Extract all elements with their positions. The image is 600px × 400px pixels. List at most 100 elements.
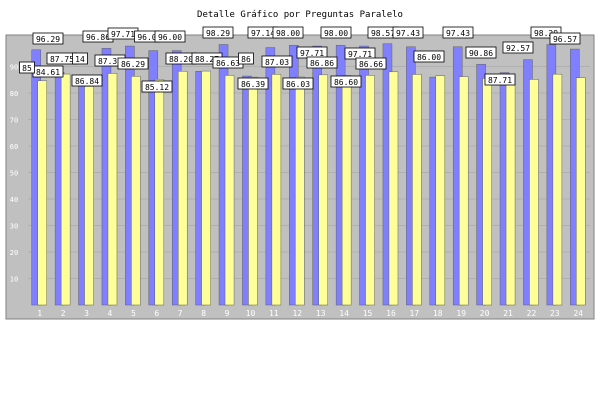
y-tick-label: 10 — [10, 276, 18, 284]
bar-series-2 — [60, 73, 71, 306]
bar-series-2 — [482, 78, 492, 306]
bar-series-2 — [318, 74, 328, 306]
x-tick-labels: 1 2 3 4 5 6 7 8 9 10 11 12 13 14 15 16 17 18 19 20 21 22 23 24 — [37, 309, 583, 318]
data-label: 90.86 — [469, 49, 493, 58]
x-tick-label: 17 — [410, 309, 420, 318]
x-tick-label: 19 — [456, 309, 466, 318]
bar-series-2 — [341, 75, 352, 306]
x-tick-label: 10 — [246, 309, 256, 318]
y-tick-label: 70 — [10, 117, 18, 125]
data-label-box — [465, 46, 497, 59]
data-label-box — [355, 57, 387, 70]
x-tick-label: 15 — [363, 309, 373, 318]
x-tick-label: 18 — [433, 309, 443, 318]
bar-series-2 — [271, 74, 282, 306]
data-label: 86.03 — [286, 80, 310, 89]
bar-series-2 — [295, 76, 305, 306]
x-tick-label: 12 — [292, 309, 302, 318]
bar-series-2 — [458, 76, 469, 306]
data-label: 14 — [75, 55, 85, 64]
bar-series-2 — [224, 75, 235, 306]
data-label-box — [442, 26, 474, 39]
data-label: 98.57 — [371, 29, 395, 38]
x-tick-label: 4 — [108, 309, 113, 318]
data-label-box — [117, 57, 149, 70]
x-tick-label: 6 — [154, 309, 159, 318]
x-tick-label: 13 — [316, 309, 326, 318]
data-label-box — [141, 80, 173, 93]
x-tick-label: 21 — [503, 309, 513, 318]
data-label: 85 — [22, 64, 32, 73]
data-label-box — [282, 77, 314, 90]
bars — [31, 43, 586, 306]
data-label: 97.43 — [396, 29, 420, 38]
data-label-box — [238, 52, 254, 65]
bar-series-2 — [154, 79, 165, 306]
x-tick-label: 14 — [339, 309, 349, 318]
x-tick-label: 3 — [84, 309, 89, 318]
data-label: 97.43 — [446, 29, 470, 38]
data-label-box — [413, 50, 445, 63]
y-tick-label: 50 — [10, 170, 18, 178]
y-tick-label: 30 — [10, 223, 18, 231]
bar-series-2 — [365, 75, 375, 306]
data-label-box — [71, 74, 103, 87]
data-label-box — [392, 26, 424, 39]
data-label: 86.86 — [310, 59, 334, 68]
data-label: 86.39 — [241, 80, 265, 89]
bar-series-2 — [107, 73, 118, 306]
data-label-box — [261, 55, 293, 68]
data-label: 98.00 — [324, 29, 348, 38]
bar-series-2 — [388, 71, 399, 306]
data-label-box — [154, 30, 186, 43]
bar-series-2 — [435, 75, 446, 306]
x-tick-label: 22 — [527, 309, 537, 318]
data-label-box — [484, 73, 516, 86]
data-label: 97.71 — [300, 49, 324, 58]
x-tick-label: 5 — [131, 309, 136, 318]
data-label: 88.27 — [195, 55, 219, 64]
data-label: 86.00 — [417, 53, 441, 62]
x-tick-label: 11 — [269, 309, 279, 318]
data-label: 98.00 — [276, 29, 300, 38]
bar-series-2 — [177, 71, 188, 306]
bar-series-2 — [529, 79, 539, 306]
x-tick-label: 7 — [178, 309, 183, 318]
x-tick-label: 23 — [550, 309, 560, 318]
data-label-box — [272, 26, 304, 39]
bar-series-2 — [505, 76, 516, 306]
data-label: 96.0 — [137, 33, 156, 42]
y-tick-label: 60 — [10, 143, 18, 151]
x-tick-label: 1 — [37, 309, 42, 318]
data-label: 87.03 — [265, 58, 289, 67]
bar-series-2 — [412, 74, 422, 306]
data-label: 86 — [241, 55, 251, 64]
y-tick-label: 40 — [10, 196, 18, 204]
bar-series-2 — [84, 86, 94, 306]
y-tick-labels: 10 20 30 40 50 60 70 80 90 — [10, 64, 18, 284]
data-label: 84.61 — [36, 68, 60, 77]
bar-series-2 — [248, 76, 258, 306]
data-label-box — [237, 77, 269, 90]
x-tick-label: 9 — [225, 309, 230, 318]
x-tick-label: 20 — [480, 309, 490, 318]
data-label: 98.29 — [206, 29, 230, 38]
y-tick-label: 20 — [10, 249, 18, 257]
data-label: 97.14 — [251, 29, 275, 38]
data-label: 86.84 — [75, 77, 99, 86]
data-label-box — [320, 26, 352, 39]
bar-series-2 — [201, 70, 211, 306]
data-label-box — [502, 41, 534, 54]
data-label-box — [530, 26, 562, 39]
data-label: 92.57 — [506, 44, 530, 53]
bar-series-2 — [576, 77, 586, 306]
data-label: 85.12 — [145, 83, 169, 92]
data-label: 86.63 — [216, 59, 240, 68]
x-tick-label: 24 — [573, 309, 583, 318]
x-tick-label: 8 — [201, 309, 206, 318]
data-label: 96.00 — [158, 33, 182, 42]
data-label: 86.29 — [121, 60, 145, 69]
data-label: 87.37 — [98, 57, 122, 66]
